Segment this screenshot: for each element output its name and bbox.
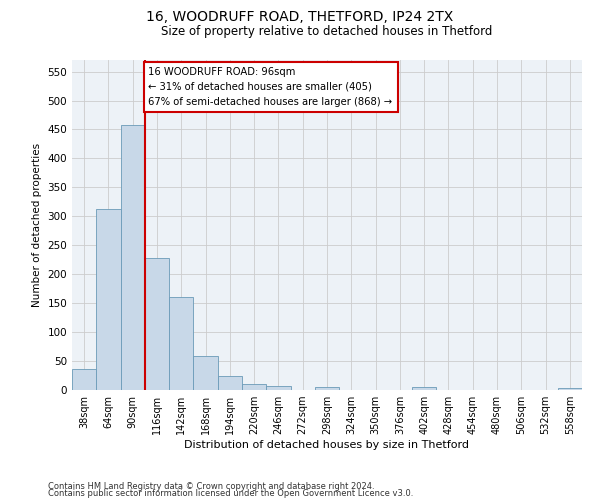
X-axis label: Distribution of detached houses by size in Thetford: Distribution of detached houses by size …	[185, 440, 470, 450]
Bar	[169, 298, 193, 390]
Bar	[96, 210, 121, 390]
Bar	[558, 388, 582, 390]
Bar	[193, 356, 218, 390]
Bar	[315, 387, 339, 390]
Text: Contains HM Land Registry data © Crown copyright and database right 2024.: Contains HM Land Registry data © Crown c…	[48, 482, 374, 491]
Text: 16, WOODRUFF ROAD, THETFORD, IP24 2TX: 16, WOODRUFF ROAD, THETFORD, IP24 2TX	[146, 10, 454, 24]
Bar	[242, 384, 266, 390]
Y-axis label: Number of detached properties: Number of detached properties	[32, 143, 42, 307]
Bar	[121, 126, 145, 390]
Bar	[218, 376, 242, 390]
Title: Size of property relative to detached houses in Thetford: Size of property relative to detached ho…	[161, 25, 493, 38]
Bar	[266, 386, 290, 390]
Text: 16 WOODRUFF ROAD: 96sqm
← 31% of detached houses are smaller (405)
67% of semi-d: 16 WOODRUFF ROAD: 96sqm ← 31% of detache…	[149, 67, 392, 106]
Text: Contains public sector information licensed under the Open Government Licence v3: Contains public sector information licen…	[48, 490, 413, 498]
Bar	[72, 368, 96, 390]
Bar	[145, 258, 169, 390]
Bar	[412, 387, 436, 390]
